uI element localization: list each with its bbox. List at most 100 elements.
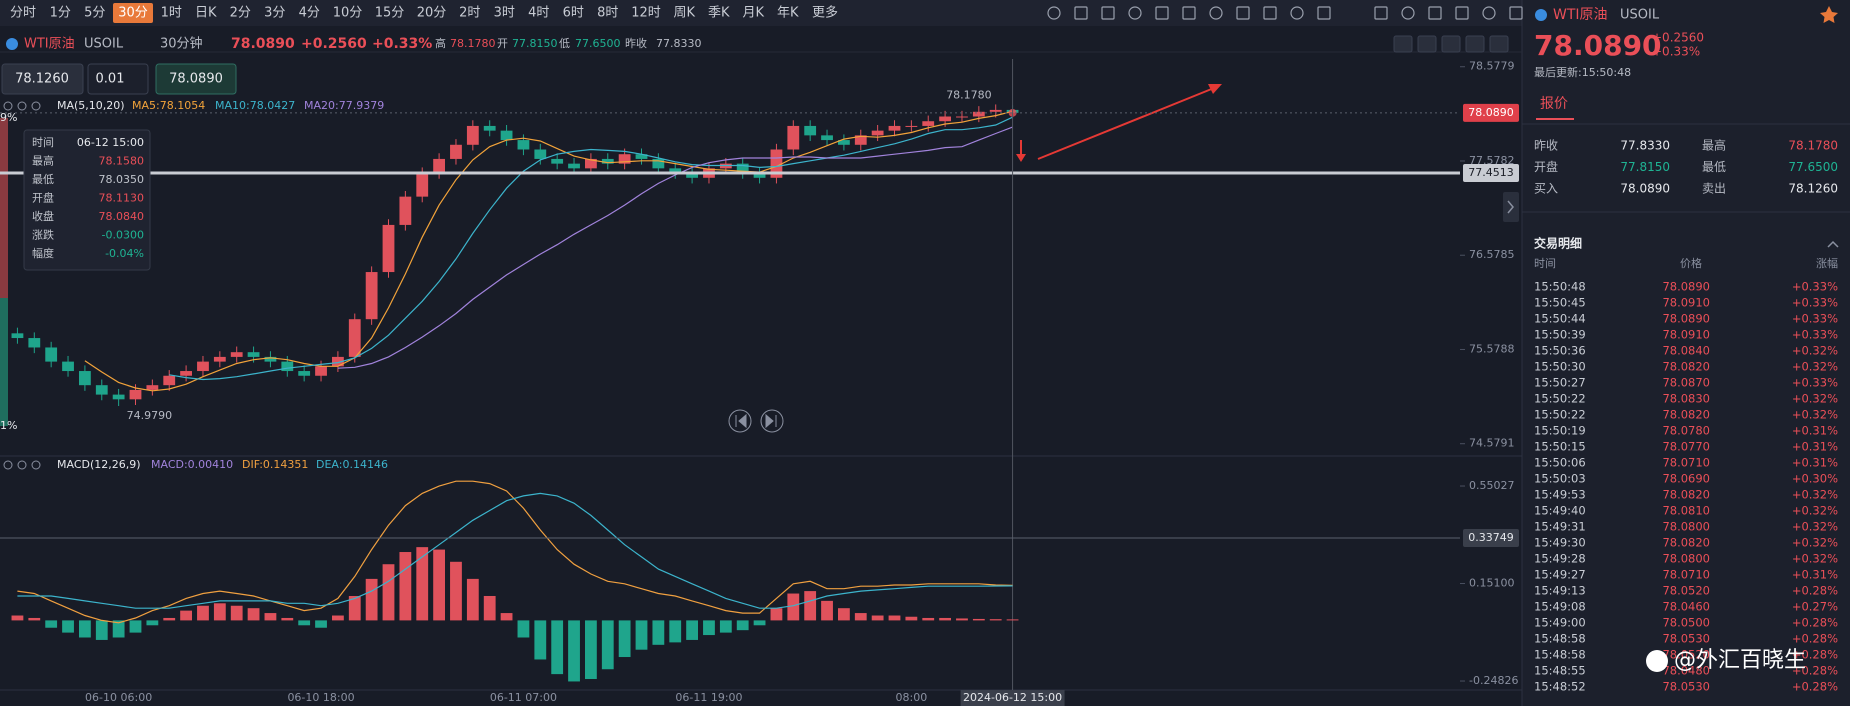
symbol-name[interactable]: WTI原油 [24, 37, 75, 52]
tool-icon[interactable] [1317, 6, 1331, 20]
quote-value: 78.1780 [1788, 139, 1838, 153]
period[interactable]: 3分 [264, 6, 285, 21]
expand-button[interactable] [1503, 192, 1519, 222]
tool-icon[interactable] [1128, 6, 1142, 20]
trade-price: 78.0840 [1662, 344, 1710, 358]
period[interactable]: 30分 [118, 6, 148, 21]
macd-bar [95, 620, 108, 640]
trade-change: +0.32% [1792, 552, 1838, 566]
tool-icon[interactable] [1428, 6, 1442, 20]
ma-line [337, 126, 1013, 369]
dea-line [17, 492, 1013, 609]
tooltip-label: 收盘 [32, 209, 54, 223]
candle-body [95, 385, 108, 395]
period[interactable]: 20分 [417, 6, 447, 21]
period[interactable]: 4时 [528, 6, 549, 21]
trade-price: 78.0820 [1662, 488, 1710, 502]
low-label: 低 [559, 37, 570, 50]
quote-value: 77.8150 [1620, 160, 1670, 174]
period[interactable]: 12时 [631, 6, 661, 21]
tool-icon[interactable] [1401, 6, 1415, 20]
macd-bar [500, 613, 513, 621]
interval[interactable]: 30分钟 [160, 36, 203, 52]
period[interactable]: 日K [195, 6, 217, 21]
tool-icon[interactable] [1374, 6, 1388, 20]
chart-tool[interactable] [1417, 35, 1437, 53]
period[interactable]: 周K [673, 6, 695, 21]
price: 78.0890 [231, 36, 295, 52]
macd-label: DEA:0.14146 [316, 458, 388, 471]
watermark: @外汇百晓生 [1646, 648, 1806, 673]
tool-icon[interactable] [1047, 6, 1061, 20]
tab[interactable]: 报价 [1540, 96, 1568, 112]
period[interactable]: 更多 [812, 5, 838, 21]
period[interactable]: 季K [708, 6, 730, 21]
period[interactable]: 2时 [459, 6, 480, 21]
tool-icon[interactable] [1263, 6, 1277, 20]
chart-tool[interactable] [1441, 35, 1461, 53]
legend-icon [17, 460, 27, 470]
trade-time: 15:50:15 [1534, 440, 1586, 454]
trade-change: +0.33% [1792, 312, 1838, 326]
period[interactable]: 月K [742, 6, 764, 21]
trade-change: +0.33% [1792, 280, 1838, 294]
macd-bar [568, 620, 580, 682]
quote-value: 78.0890 [1620, 182, 1670, 196]
period[interactable]: 分时 [10, 6, 36, 21]
tool-icon[interactable] [1482, 6, 1496, 20]
quote-value: 78.1260 [1788, 182, 1838, 196]
period[interactable]: 10分 [333, 6, 363, 21]
macd-bar [264, 613, 277, 621]
ma-label: MA5:78.1054 [132, 99, 205, 112]
buy-box[interactable] [155, 63, 237, 95]
edge-label: 1% [0, 419, 17, 432]
macd-bar [652, 620, 665, 645]
drawn-arrowhead [1208, 84, 1222, 94]
tooltip-label: 时间 [32, 136, 54, 149]
period[interactable]: 6时 [563, 6, 584, 21]
tooltip-value: -0.04% [105, 247, 144, 260]
tool-icon[interactable] [1074, 6, 1088, 20]
trade-price: 78.0480 [1662, 664, 1710, 678]
collapse-icon[interactable] [1827, 240, 1839, 248]
chart-tool[interactable] [1465, 35, 1485, 53]
change: +0.2560 [301, 36, 367, 52]
period[interactable]: 2分 [230, 6, 251, 21]
chart-tool[interactable] [1489, 35, 1509, 53]
trade-price: 78.0830 [1662, 392, 1710, 406]
period[interactable]: 年K [777, 6, 799, 21]
period[interactable]: 5分 [84, 6, 105, 21]
trade-change: +0.31% [1792, 456, 1838, 470]
tool-icon[interactable] [1290, 6, 1304, 20]
trade-price: 78.0910 [1662, 328, 1710, 342]
next-button[interactable] [760, 409, 784, 433]
period[interactable]: 4分 [299, 6, 320, 21]
favorite-star[interactable] [1820, 6, 1838, 23]
toolbar [0, 0, 1522, 26]
tool-icon[interactable] [1101, 6, 1115, 20]
tool-icon[interactable] [1455, 6, 1469, 20]
drawn-arrow[interactable] [1037, 87, 1215, 160]
macd-title: MACD(12,26,9) [57, 458, 141, 471]
change-pct: +0.33% [372, 36, 432, 52]
tool-icon[interactable] [1182, 6, 1196, 20]
candle-body [45, 347, 58, 362]
symbol-code[interactable]: USOIL [84, 37, 124, 52]
prev-button[interactable] [728, 409, 752, 433]
period[interactable]: 8时 [597, 6, 618, 21]
candle-body [652, 158, 665, 169]
trade-change: +0.28% [1792, 584, 1838, 598]
period[interactable]: 15分 [375, 6, 405, 21]
period[interactable]: 1时 [161, 6, 182, 21]
sell-box[interactable] [1, 63, 84, 95]
step-box[interactable] [87, 63, 149, 95]
period[interactable]: 1分 [50, 6, 71, 21]
tool-icon[interactable] [1236, 6, 1250, 20]
tool-icon[interactable] [1509, 6, 1523, 20]
trade-change: +0.30% [1792, 472, 1838, 486]
period[interactable]: 3时 [494, 6, 515, 21]
candle-body [854, 135, 867, 145]
tool-icon[interactable] [1155, 6, 1169, 20]
tool-icon[interactable] [1209, 6, 1223, 20]
chart-tool[interactable] [1393, 35, 1413, 53]
